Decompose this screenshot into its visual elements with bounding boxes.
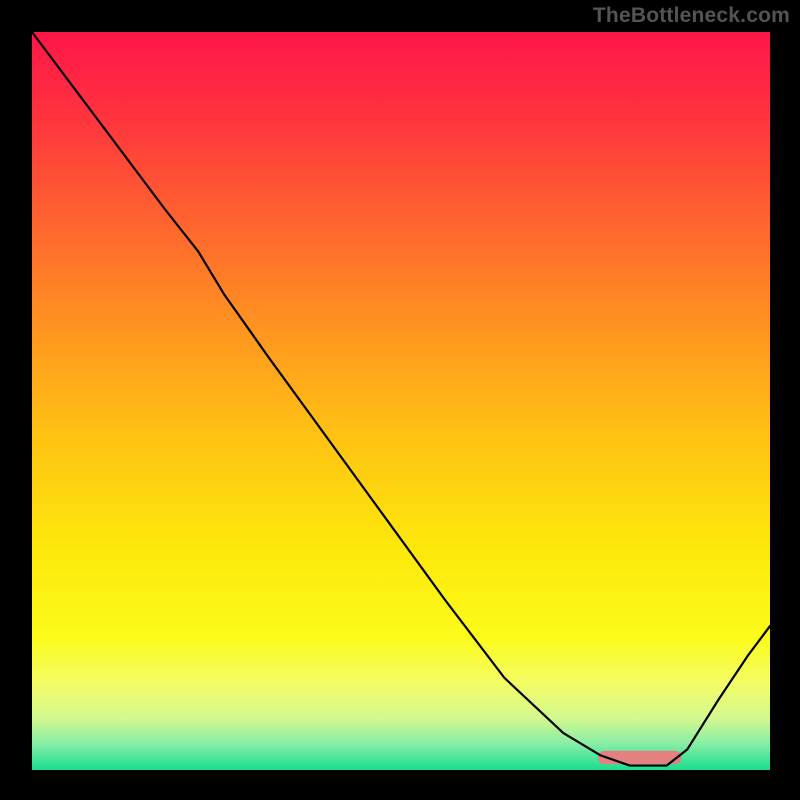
plot-background — [32, 32, 770, 770]
range-marker — [598, 751, 681, 764]
chart-svg — [0, 0, 800, 800]
watermark-text: TheBottleneck.com — [593, 4, 790, 28]
chart-container: TheBottleneck.com — [0, 0, 800, 800]
